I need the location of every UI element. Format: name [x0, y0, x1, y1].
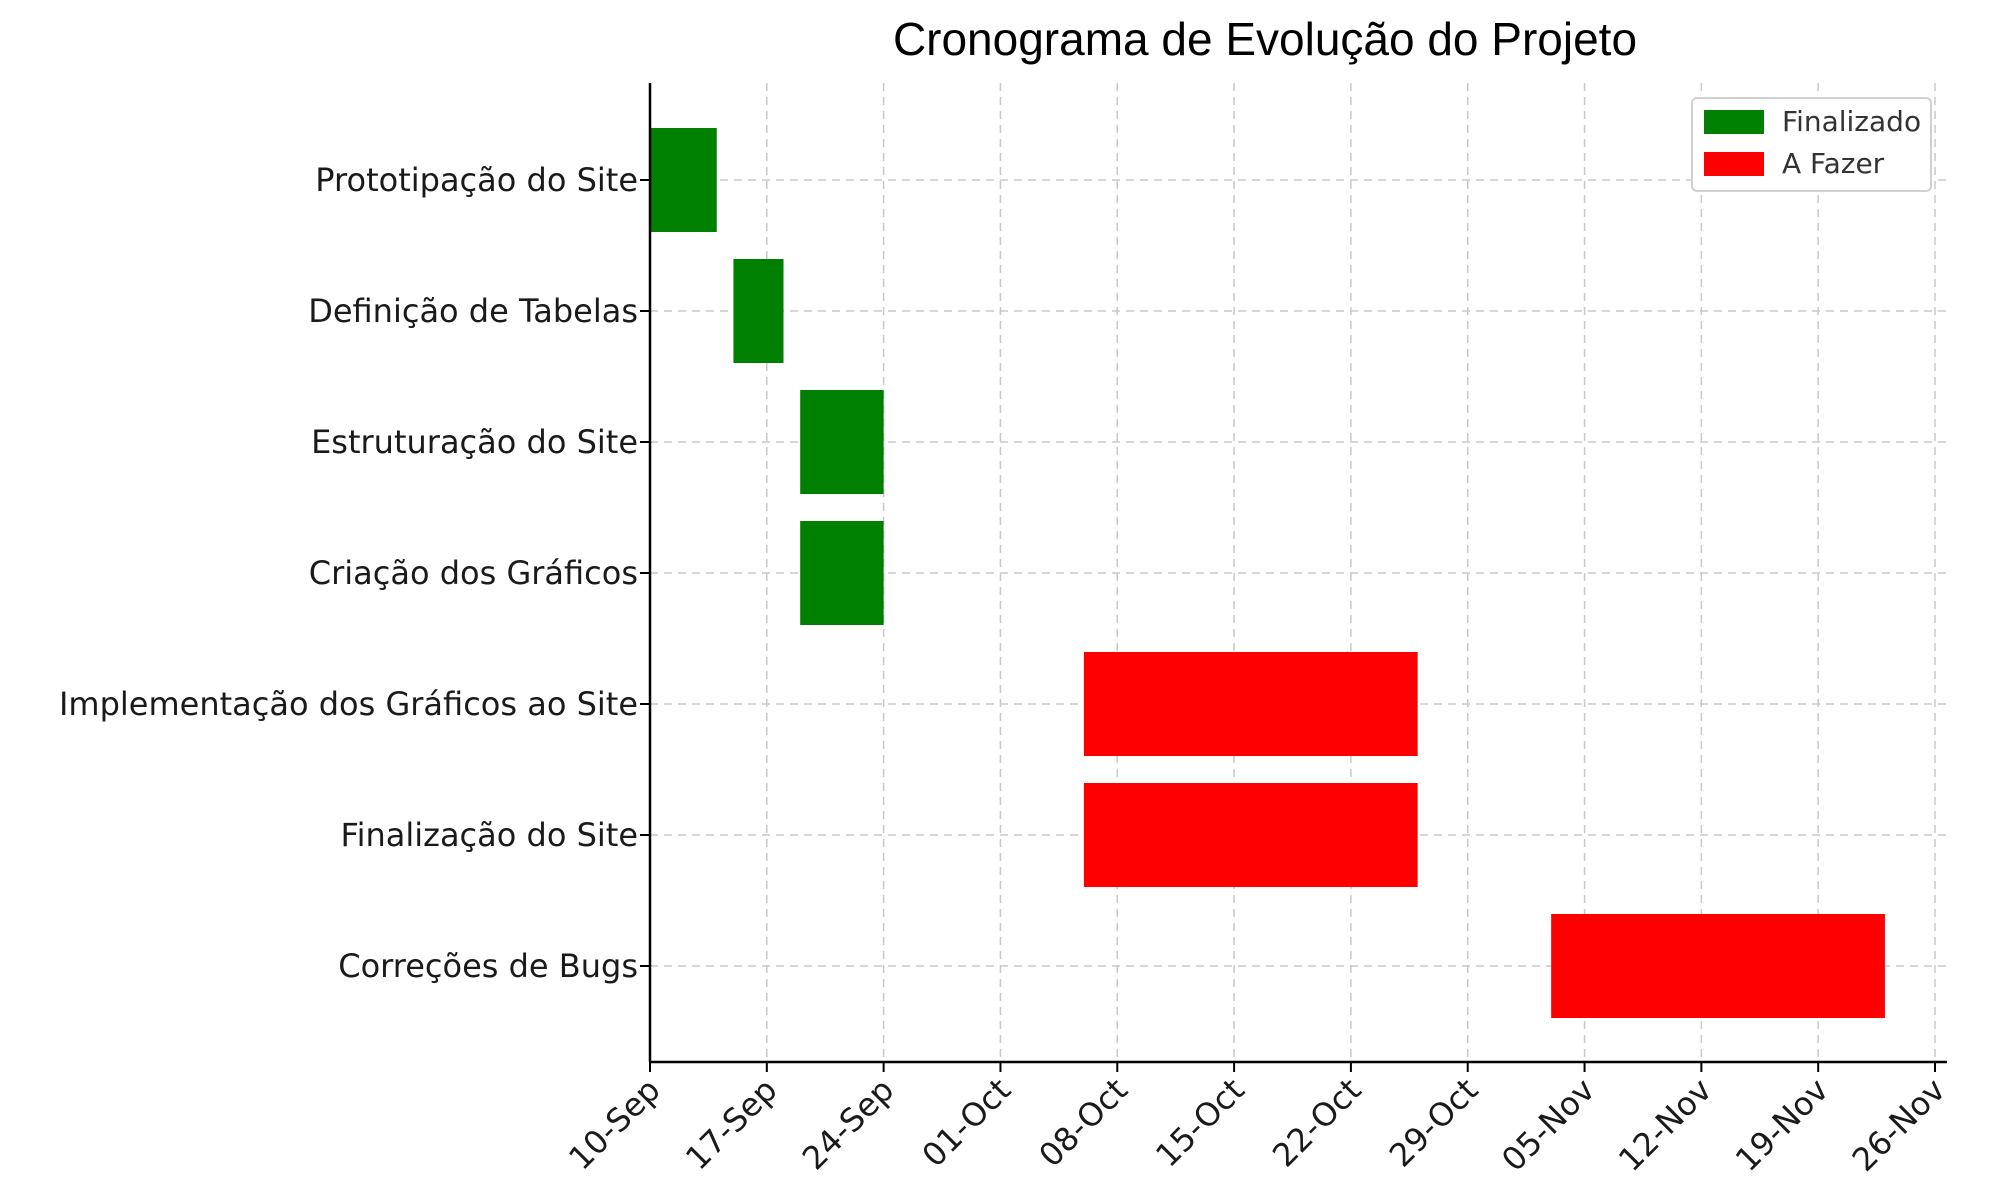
- task-bars: [650, 128, 1885, 1018]
- chart-title: Cronograma de Evolução do Projeto: [893, 13, 1637, 65]
- x-tick-label: 19-Nov: [1728, 1071, 1836, 1179]
- task-bar: [733, 259, 784, 363]
- x-tick-label: 01-Oct: [915, 1071, 1019, 1175]
- task-label: Correções de Bugs: [338, 947, 638, 985]
- task-labels: Prototipação do Site Definição de Tabelas…: [59, 161, 638, 985]
- task-bar: [800, 521, 884, 625]
- legend: Finalizado A Fazer: [1691, 97, 1932, 192]
- legend-label-finalizado: Finalizado: [1782, 105, 1921, 138]
- x-tick-label: 05-Nov: [1494, 1071, 1602, 1179]
- x-tick-label: 08-Oct: [1031, 1071, 1135, 1175]
- legend-swatch-a-fazer: [1704, 152, 1764, 176]
- task-label: Implementação dos Gráficos ao Site: [59, 685, 638, 723]
- task-bar: [1551, 914, 1885, 1018]
- task-label: Estruturação do Site: [311, 423, 638, 461]
- task-label: Criação dos Gráficos: [309, 554, 638, 592]
- task-bar: [800, 390, 884, 494]
- task-label: Definição de Tabelas: [308, 292, 638, 330]
- x-tick-label: 26-Nov: [1845, 1071, 1953, 1179]
- x-tick-label: 12-Nov: [1611, 1071, 1719, 1179]
- x-tick-label: 15-Oct: [1148, 1071, 1252, 1175]
- x-tick-label: 17-Sep: [678, 1071, 784, 1177]
- task-label: Finalização do Site: [341, 816, 639, 854]
- task-bar: [1083, 783, 1418, 887]
- task-bar: [1083, 652, 1418, 756]
- date-tick-labels: 10-Sep 17-Sep 24-Sep 01-Oct 08-Oct 15-Oct 22-O…: [561, 1071, 1952, 1179]
- axes: [640, 83, 1947, 1072]
- x-tick-label: 29-Oct: [1382, 1071, 1486, 1175]
- task-label: Prototipação do Site: [315, 161, 638, 199]
- x-tick-label: 22-Oct: [1265, 1071, 1369, 1175]
- legend-swatch-finalizado: [1704, 110, 1764, 134]
- x-tick-label: 24-Sep: [795, 1071, 901, 1177]
- task-bar: [650, 128, 717, 232]
- legend-label-a-fazer: A Fazer: [1782, 147, 1885, 180]
- x-tick-label: 10-Sep: [561, 1071, 667, 1177]
